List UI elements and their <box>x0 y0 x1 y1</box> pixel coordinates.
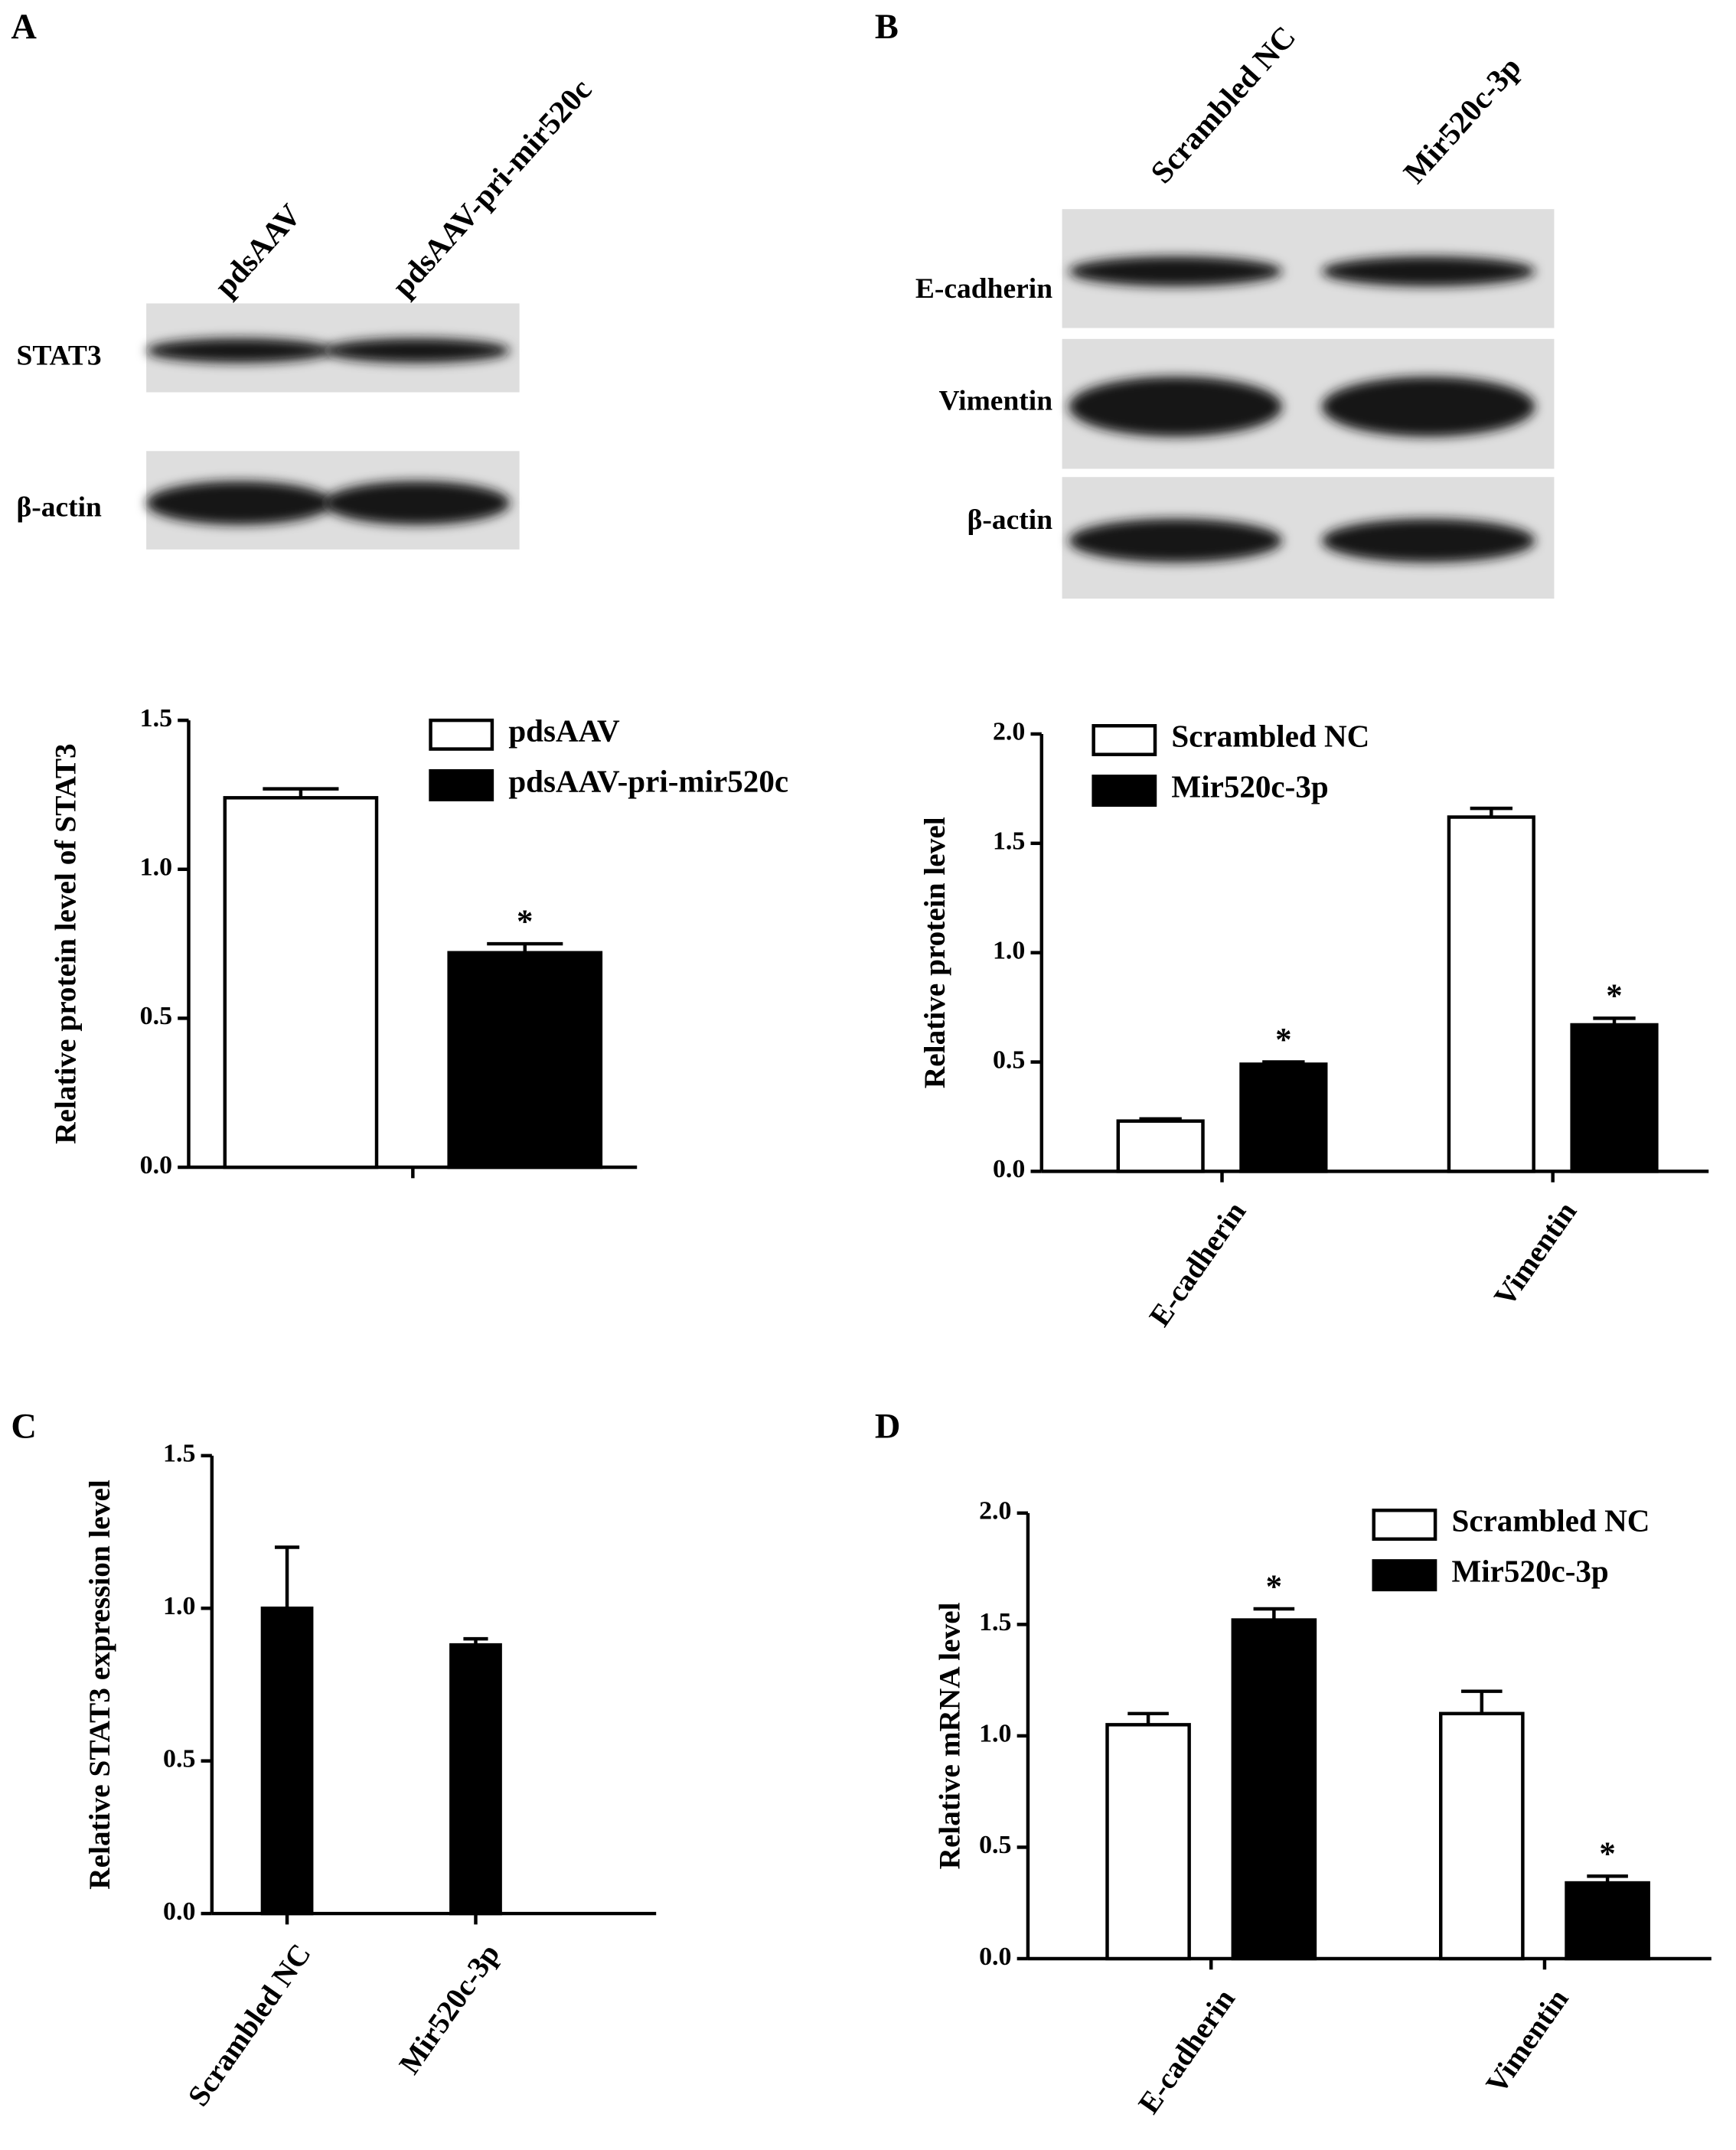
legend-swatch <box>1372 1509 1437 1541</box>
blot-band <box>1069 256 1283 287</box>
chart: 0.0 0.5 1.0 1.5 2.0 Relative protein level E-c… <box>919 718 1709 1333</box>
y-tick-label: 0.5 <box>163 1744 195 1773</box>
y-tick-label: 1.5 <box>979 1608 1011 1636</box>
chart: 0.0 0.5 1.0 1.5 Relative protein level of ST… <box>49 704 788 1179</box>
y-tick-label: 0.0 <box>993 1155 1025 1183</box>
bar <box>260 1607 314 1916</box>
legend-swatch <box>1372 1559 1437 1592</box>
blot-band <box>324 481 511 525</box>
bar <box>1447 815 1535 1173</box>
chart: 0.0 0.5 1.0 1.5 Relative STAT3 expression le… <box>83 1440 657 2112</box>
lane-label: Scrambled NC <box>1144 19 1302 190</box>
blot-band <box>324 338 511 364</box>
significance-label: * <box>1275 1022 1291 1058</box>
legend-label: pdsAAV <box>508 713 620 748</box>
x-tick-label: Vimentin <box>1480 1983 1575 2099</box>
chart: 0.0 0.5 1.0 1.5 2.0 Relative mRNA level E-cadh… <box>934 1497 1712 2119</box>
y-tick-label: 1.5 <box>140 704 172 732</box>
bar <box>1239 1062 1328 1173</box>
bar <box>449 1643 502 1916</box>
x-tick-label: Mir520c-3p <box>393 1938 506 2080</box>
row-label: β-actin <box>16 492 102 524</box>
y-tick-label: 0.5 <box>993 1046 1025 1074</box>
y-tick-label: 1.0 <box>163 1592 195 1620</box>
significance-label: * <box>1599 1836 1615 1872</box>
legend-swatch <box>1092 724 1157 756</box>
bar <box>1116 1119 1205 1173</box>
significance-label: * <box>517 904 533 940</box>
blot-band <box>146 481 332 525</box>
bar <box>1439 1711 1525 1961</box>
y-tick-label: 1.0 <box>993 936 1025 964</box>
legend-swatch <box>1092 775 1157 807</box>
panel-letter: D <box>875 1408 901 1447</box>
blot-band <box>146 338 332 364</box>
bar <box>1231 1618 1317 1961</box>
x-tick-label: Vimentin <box>1488 1196 1584 1312</box>
lane-label: Mir520c-3p <box>1396 50 1528 190</box>
y-axis-label: Relative protein level of STAT3 <box>49 743 82 1144</box>
significance-label: * <box>1606 978 1622 1014</box>
y-tick-label: 2.0 <box>993 718 1025 746</box>
panel-letter: B <box>875 8 899 47</box>
row-label: β-actin <box>968 504 1053 536</box>
legend-label: Mir520c-3p <box>1171 769 1328 804</box>
x-tick-label: E-cadherin <box>1132 1983 1242 2119</box>
y-tick-label: 1.5 <box>993 827 1025 856</box>
panel-letter: C <box>11 1408 37 1447</box>
blot-band <box>1321 518 1535 563</box>
lane-label: pdsAAV <box>207 197 308 303</box>
y-axis-label: Relative mRNA level <box>934 1602 967 1869</box>
y-tick-label: 0.5 <box>979 1831 1011 1859</box>
row-label: E-cadherin <box>915 273 1052 305</box>
y-tick-label: 2.0 <box>979 1497 1011 1525</box>
y-tick-label: 1.0 <box>979 1720 1011 1748</box>
legend-swatch <box>429 768 494 801</box>
row-label: Vimentin <box>938 385 1052 416</box>
y-axis-label: Relative protein level <box>919 817 951 1088</box>
blot-band <box>1069 376 1283 437</box>
legend-label: Mir520c-3p <box>1452 1554 1609 1589</box>
y-axis-label: Relative STAT3 expression level <box>83 1480 116 1890</box>
y-tick-label: 0.0 <box>163 1897 195 1926</box>
legend-swatch <box>429 718 494 751</box>
y-tick-label: 0.5 <box>140 1002 172 1030</box>
blot-band <box>1321 256 1535 287</box>
y-tick-label: 0.0 <box>140 1151 172 1179</box>
bar <box>1570 1023 1659 1173</box>
row-label: STAT3 <box>16 340 101 371</box>
bar <box>447 951 603 1170</box>
x-tick-label: Scrambled NC <box>182 1938 318 2112</box>
blot-band <box>1069 518 1283 563</box>
y-tick-label: 1.0 <box>140 853 172 882</box>
bar <box>223 796 379 1170</box>
legend-label: pdsAAV-pri-mir520c <box>508 763 788 798</box>
legend-label: Scrambled NC <box>1452 1503 1650 1538</box>
bar <box>1565 1881 1650 1961</box>
x-tick-label: E-cadherin <box>1143 1196 1252 1332</box>
lane-label: pdsAAV-pri-mir520c <box>385 72 599 304</box>
legend-label: Scrambled NC <box>1171 719 1369 754</box>
y-tick-label: 0.0 <box>979 1943 1011 1971</box>
y-tick-label: 1.5 <box>163 1440 195 1468</box>
blot-band <box>1321 376 1535 437</box>
bar <box>1105 1723 1191 1961</box>
significance-label: * <box>1266 1569 1282 1605</box>
panel-letter: A <box>11 8 37 47</box>
